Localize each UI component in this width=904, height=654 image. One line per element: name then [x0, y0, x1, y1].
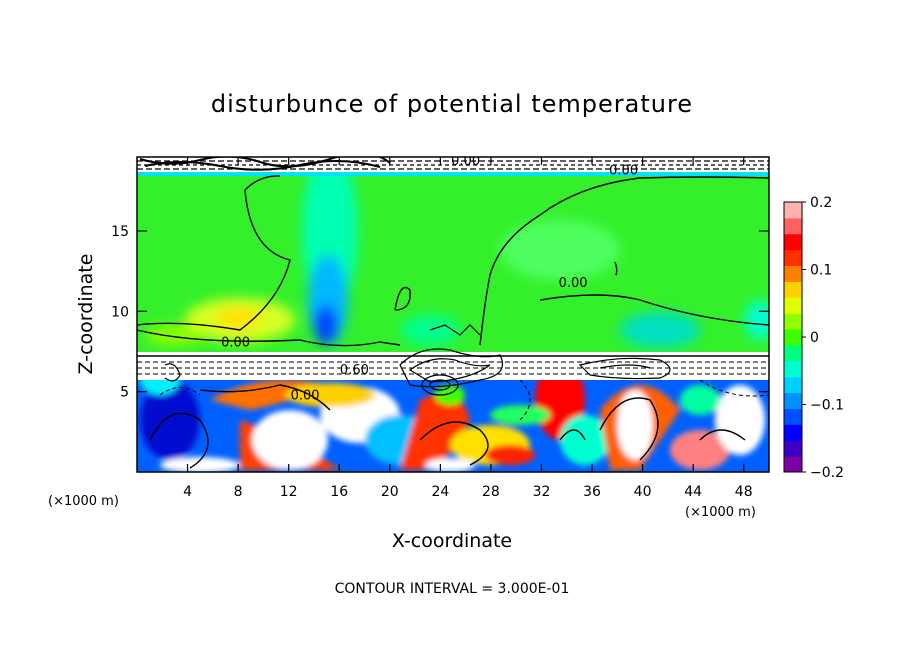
colorbar-segment [784, 424, 802, 441]
x-tick-label: 24 [431, 484, 449, 500]
colorbar-segment [784, 281, 802, 298]
x-tick-label: 44 [684, 484, 702, 500]
y-tick-label: 10 [111, 304, 129, 320]
x-tick-label: 32 [533, 484, 551, 500]
x-tick-label: 40 [634, 484, 652, 500]
x-tick-label: 16 [330, 484, 348, 500]
plot-area: 0.00 0.00 0.60 0.00 0.00 0.00 [137, 154, 769, 472]
colorbar-segment [784, 456, 802, 473]
x-tick-label: 20 [381, 484, 399, 500]
colorbar-tick-label: 0.1 [810, 263, 832, 279]
dashed-contours [159, 379, 769, 421]
colorbar-tick-label: −0.1 [810, 398, 844, 414]
x-tick-label: 4 [183, 484, 192, 500]
inversion-contours [137, 355, 769, 375]
colorbar-segment [784, 329, 802, 346]
x-unit-left: (×1000 m) [48, 494, 119, 509]
colorbar-tick-label: 0 [810, 330, 819, 346]
colorbar-ticks: 0.2 0.1 0 −0.1 −0.2 [802, 195, 844, 481]
x-axis-label: X-coordinate [392, 530, 512, 552]
top-cyan-band [137, 172, 769, 176]
contour-label: 0.00 [609, 164, 638, 179]
colorbar-segment [784, 392, 802, 409]
colorbar-segment [784, 376, 802, 394]
contour-interval: CONTOUR INTERVAL = 3.000E-01 [335, 581, 570, 597]
colorbar-segment [784, 440, 802, 457]
contour-label: 0.00 [291, 389, 320, 404]
y-axis-ticks: 5 10 15 [111, 224, 769, 401]
colorbar-segment [784, 360, 802, 378]
colorbar-segment [784, 217, 802, 235]
contour-lines [137, 175, 769, 469]
colorbar-segment [784, 408, 802, 425]
y-tick-label: 15 [111, 224, 129, 240]
colorbar-tick-label: −0.2 [810, 465, 844, 481]
y-tick-label: 5 [120, 385, 129, 401]
y-axis-label: Z-coordinate [75, 254, 97, 375]
contour-label: 0.00 [221, 336, 250, 351]
x-unit-right: (×1000 m) [685, 505, 756, 520]
x-axis-ticks: 4 8 12 16 20 24 28 32 36 40 44 48 [183, 157, 753, 500]
x-tick-label: 8 [234, 484, 243, 500]
contour-label: 0.00 [559, 276, 588, 291]
x-tick-label: 12 [280, 484, 298, 500]
x-tick-label: 28 [482, 484, 500, 500]
top-hatching [137, 157, 769, 171]
colorbar-segment [784, 249, 802, 267]
colorbar-segment [784, 233, 802, 251]
colorbar-segment [784, 344, 802, 362]
contour-label: 0.60 [340, 363, 369, 378]
colorbar [783, 201, 803, 473]
contour-label: 0.00 [451, 154, 480, 169]
colorbar-tick-label: 0.2 [810, 195, 832, 211]
x-tick-label: 48 [735, 484, 753, 500]
colorbar-segment [784, 265, 802, 282]
dense-contours [164, 324, 671, 396]
plot-frame [136, 156, 770, 473]
colorbar-segment [784, 202, 802, 219]
colorbar-segment [784, 313, 802, 330]
x-tick-label: 36 [583, 484, 601, 500]
colorbar-segment [784, 297, 802, 314]
contour-labels: 0.00 0.00 0.60 0.00 0.00 0.00 [221, 154, 638, 404]
chart-title: disturbunce of potential temperature [211, 90, 693, 118]
